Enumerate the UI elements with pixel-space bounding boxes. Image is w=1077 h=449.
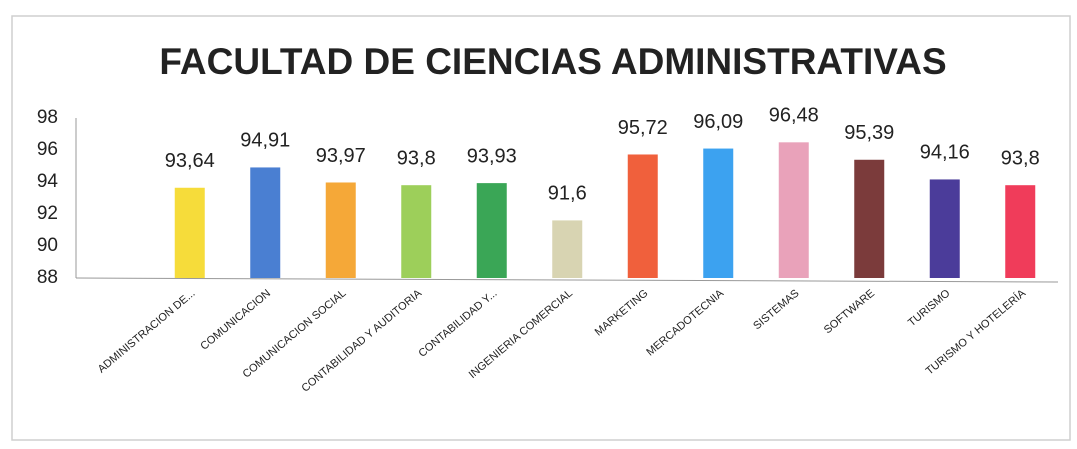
chart-title: FACULTAD DE CIENCIAS ADMINISTRATIVAS bbox=[159, 41, 946, 82]
value-label: 93,8 bbox=[397, 147, 436, 169]
value-label: 94,16 bbox=[920, 142, 970, 164]
value-label: 93,64 bbox=[165, 150, 215, 172]
bar bbox=[174, 187, 205, 278]
bar bbox=[929, 179, 960, 278]
chart-frame bbox=[11, 15, 1071, 441]
x-tick-label: MARKETING bbox=[593, 287, 651, 338]
x-tick-label: SISTEMAS bbox=[751, 287, 801, 332]
value-label: 94,91 bbox=[240, 130, 290, 152]
y-tick-label: 92 bbox=[37, 203, 58, 224]
bar bbox=[778, 142, 809, 278]
x-axis bbox=[75, 277, 1059, 283]
value-label: 95,72 bbox=[618, 117, 668, 139]
x-tick-label: MERCADOTECNIA bbox=[644, 287, 726, 359]
value-label: 93,93 bbox=[467, 145, 517, 167]
x-tick-label: CONTABILIDAD Y... bbox=[416, 287, 499, 359]
y-tick-label: 88 bbox=[37, 267, 58, 288]
x-tick-label: TURISMO bbox=[906, 287, 953, 329]
bar bbox=[476, 183, 507, 278]
value-label: 95,39 bbox=[844, 122, 894, 144]
value-label: 96,48 bbox=[769, 105, 819, 127]
x-tick-label: CONTABILIDAD Y AUDITORIA bbox=[299, 287, 424, 395]
bar bbox=[401, 185, 432, 278]
y-tick-label: 98 bbox=[37, 107, 58, 128]
value-label: 91,6 bbox=[548, 183, 587, 205]
y-tick-label: 96 bbox=[37, 139, 58, 160]
value-label: 93,8 bbox=[1001, 147, 1040, 169]
bar bbox=[854, 159, 885, 278]
bar bbox=[325, 182, 356, 278]
bar bbox=[627, 154, 658, 278]
x-tick-label: SOFTWARE bbox=[822, 287, 877, 336]
bar bbox=[552, 220, 583, 278]
x-tick-label: ADMINISTRACION DE... bbox=[96, 287, 198, 375]
x-tick-label: COMUNICACION bbox=[198, 287, 273, 352]
bar bbox=[703, 148, 734, 278]
bar bbox=[250, 167, 281, 278]
value-label: 96,09 bbox=[693, 111, 743, 133]
y-tick-label: 94 bbox=[37, 171, 59, 192]
value-label: 93,97 bbox=[316, 145, 366, 167]
bar bbox=[1005, 185, 1036, 278]
y-tick-label: 90 bbox=[37, 235, 58, 256]
